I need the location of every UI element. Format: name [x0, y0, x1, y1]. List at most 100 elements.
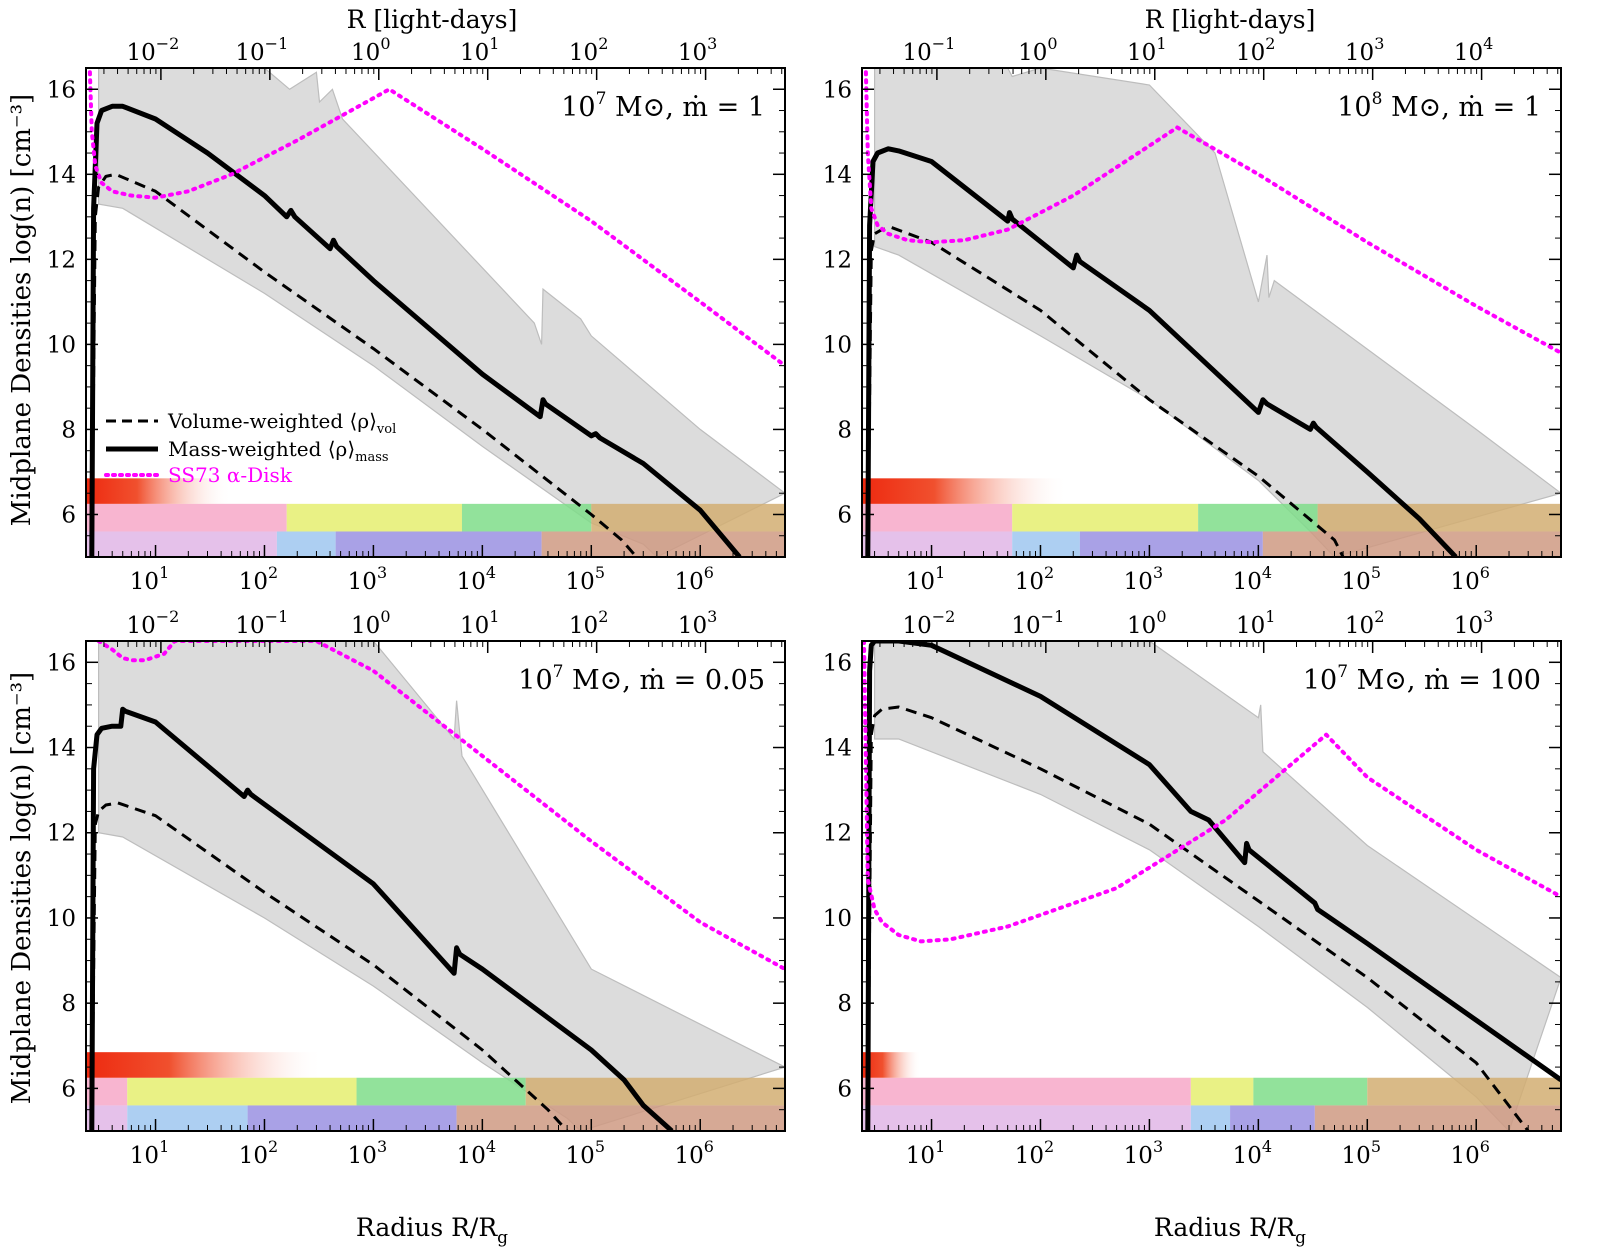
regime-bar-upper-1 [1012, 503, 1199, 532]
y-tick-label: 10 [823, 332, 852, 358]
top-tick-label: 101 [460, 607, 499, 639]
regime-bar-upper-3 [1367, 1077, 1561, 1106]
top-tick-label: 101 [460, 34, 499, 66]
regime-bar-upper-2 [1198, 503, 1318, 532]
axes-frame [85, 67, 786, 558]
top-tick-label: 10−2 [902, 607, 955, 639]
regime-bar-lower-0 [862, 1105, 1191, 1131]
top-tick-label: 100 [1018, 34, 1057, 66]
y-tick-label: 12 [47, 247, 76, 273]
regime-bar-lower-3 [541, 531, 785, 557]
top-tick-label: 100 [351, 34, 390, 66]
y-tick-label: 8 [61, 991, 76, 1017]
x-tick-label: 106 [1450, 1137, 1489, 1169]
panel-bottom-right: 6 8 10 12 14 16 101 102 103 104 105 106 10−2 10−1 100 1… [823, 607, 1562, 1169]
ss73-line [862, 641, 1561, 944]
top-tick-label: 10−1 [235, 34, 288, 66]
svg-text:Radius R/Rg: Radius R/Rg [1154, 1213, 1306, 1248]
y-tick-label: 12 [823, 247, 852, 273]
y-axis-label-bottom: Midplane Densities log(n) [cm⁻³] [7, 672, 37, 1104]
regime-bar-lower-3 [1314, 1105, 1561, 1131]
top-tick-label: 103 [1454, 607, 1493, 639]
panel-top-left: 6 8 10 12 14 16 101 102 103 104 105 106 10−2 10−1 100 1… [47, 34, 786, 595]
regime-bar-lower-1 [276, 531, 336, 557]
regime-bar-upper-1 [127, 1077, 357, 1106]
density-range-band [98, 68, 785, 557]
regime-bar-lower-2 [247, 1105, 457, 1131]
x-tick-label: 101 [130, 1137, 169, 1169]
x-tick-label: 105 [1342, 563, 1381, 595]
x-axis-label-subscript: g [1295, 1228, 1306, 1248]
x-axis-label-bottom-right: Radius R/Rg [1154, 1213, 1306, 1248]
y-tick-label: 8 [837, 417, 852, 443]
ss73-line [96, 641, 785, 972]
regime-bar-upper-2 [1253, 1077, 1368, 1106]
x-axis-label-text: Radius R/R [356, 1213, 498, 1242]
volume-weighted-line [866, 705, 1530, 1131]
regime-bar-lower-1 [127, 1105, 248, 1131]
panel-top-right: 6 8 10 12 14 16 101 102 103 104 105 106 10−1 100 101 10… [823, 34, 1562, 595]
y-tick-label: 8 [837, 991, 852, 1017]
legend-label-ss73: SS73 α-Disk [168, 463, 293, 487]
regime-bar-upper-1 [286, 503, 462, 532]
x2-axis-label-right: R [light-days] [1145, 5, 1316, 34]
y-tick-label: 6 [837, 502, 852, 528]
top-tick-label: 10−2 [126, 607, 179, 639]
mass-weighted-line [89, 706, 674, 1131]
regime-bar-upper-2 [461, 503, 592, 532]
x-tick-label: 102 [1015, 1137, 1054, 1169]
y-tick-label: 14 [823, 162, 852, 188]
panel-bottom-left: 6 8 10 12 14 16 101 102 103 104 105 106 10−2 10−1 100 1… [47, 607, 786, 1169]
volume-weighted-line [866, 226, 1345, 557]
plot-area [862, 68, 1561, 557]
x-tick-label: 102 [239, 1137, 278, 1169]
regime-bar-lower-2 [1079, 531, 1263, 557]
y-tick-label: 12 [823, 821, 852, 847]
x-tick-label: 101 [130, 563, 169, 595]
regime-bar-lower-3 [456, 1105, 785, 1131]
x-tick-label: 104 [1233, 563, 1272, 595]
regime-bar-upper-0 [862, 1077, 1191, 1106]
y-tick-label: 12 [47, 821, 76, 847]
regime-bar-upper-3 [525, 1077, 785, 1106]
plot-area [862, 641, 1561, 1131]
volume-weighted-line [90, 801, 569, 1131]
plot-area [86, 68, 785, 557]
opacity-bar-red [86, 478, 232, 504]
top-tick-label: 100 [351, 607, 390, 639]
legend: Volume-weighted ⟨ρ⟩vol Mass-weighted ⟨ρ⟩… [104, 409, 396, 487]
opacity-bar-red [862, 478, 1069, 504]
y-tick-label: 16 [823, 77, 852, 103]
y-tick-label: 16 [47, 77, 76, 103]
y-tick-label: 6 [61, 502, 76, 528]
top-tick-label: 10−1 [902, 34, 955, 66]
x-axis-label-text: Radius R/R [1154, 1213, 1296, 1242]
top-tick-label: 10−2 [126, 34, 179, 66]
y-tick-label: 16 [47, 650, 76, 676]
top-tick-label: 101 [1127, 34, 1166, 66]
opacity-bar-red [86, 1052, 324, 1078]
x-tick-label: 105 [566, 1137, 605, 1169]
axes-frame [861, 640, 1562, 1132]
x-tick-label: 106 [1450, 563, 1489, 595]
x-tick-label: 101 [906, 563, 945, 595]
mass-weighted-line [865, 146, 1458, 557]
density-range-band [98, 641, 785, 1131]
regime-bar-lower-0 [86, 531, 277, 557]
y-tick-label: 14 [47, 736, 76, 762]
regime-bar-upper-0 [86, 503, 287, 532]
axes-frame [85, 640, 786, 1132]
density-range-band [874, 641, 1561, 1131]
x-axis-label-bottom-left: Radius R/Rg [356, 1213, 508, 1248]
top-tick-label: 10−1 [235, 607, 288, 639]
top-tick-label: 104 [1454, 34, 1493, 66]
panel-label: 107 M⊙, ṁ = 1 [561, 89, 765, 123]
x-tick-label: 105 [1342, 1137, 1381, 1169]
plot-area [86, 641, 785, 1131]
ss73-line [863, 70, 1561, 355]
regime-bar-lower-3 [1262, 531, 1561, 557]
regime-bar-lower-2 [1230, 1105, 1315, 1131]
top-tick-label: 100 [1127, 607, 1166, 639]
x-tick-label: 102 [1015, 563, 1054, 595]
